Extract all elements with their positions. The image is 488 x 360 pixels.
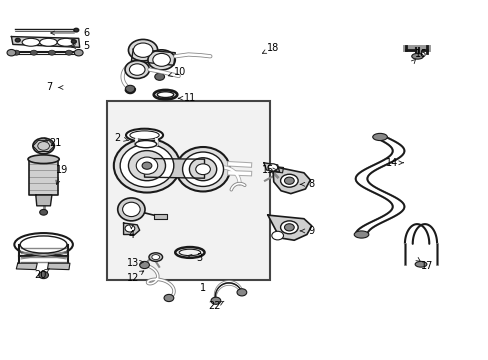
- Ellipse shape: [142, 162, 152, 169]
- Ellipse shape: [71, 40, 76, 43]
- Ellipse shape: [7, 49, 16, 56]
- Text: 6: 6: [83, 28, 89, 38]
- Text: 17: 17: [420, 261, 433, 271]
- Bar: [107, 101, 270, 280]
- Text: 19: 19: [56, 165, 68, 175]
- Ellipse shape: [155, 73, 164, 80]
- Text: 14: 14: [385, 158, 397, 168]
- Ellipse shape: [163, 294, 173, 302]
- Polygon shape: [16, 263, 37, 270]
- Ellipse shape: [57, 39, 75, 46]
- Polygon shape: [131, 49, 175, 65]
- Ellipse shape: [40, 39, 57, 46]
- Ellipse shape: [74, 49, 83, 56]
- Polygon shape: [144, 158, 204, 178]
- Text: 11: 11: [183, 93, 196, 103]
- Ellipse shape: [74, 50, 81, 55]
- Ellipse shape: [135, 140, 157, 148]
- Polygon shape: [154, 214, 167, 220]
- Ellipse shape: [125, 60, 149, 78]
- Ellipse shape: [182, 152, 223, 186]
- Ellipse shape: [189, 158, 216, 181]
- Text: 4: 4: [128, 230, 134, 239]
- Ellipse shape: [195, 164, 210, 175]
- Ellipse shape: [211, 297, 221, 304]
- Text: 18: 18: [266, 43, 278, 53]
- Ellipse shape: [13, 50, 20, 55]
- Ellipse shape: [30, 50, 37, 55]
- Ellipse shape: [114, 139, 180, 193]
- Ellipse shape: [284, 224, 294, 231]
- Text: 8: 8: [308, 179, 314, 189]
- Ellipse shape: [280, 174, 298, 187]
- Polygon shape: [123, 223, 140, 234]
- Ellipse shape: [372, 134, 386, 140]
- Polygon shape: [29, 159, 58, 195]
- Text: 21: 21: [49, 139, 61, 148]
- Text: 22: 22: [207, 301, 220, 311]
- Ellipse shape: [129, 64, 145, 75]
- Ellipse shape: [28, 155, 59, 163]
- Ellipse shape: [65, 50, 72, 55]
- Ellipse shape: [280, 221, 298, 234]
- Text: 12: 12: [127, 273, 139, 283]
- Polygon shape: [271, 166, 283, 173]
- Polygon shape: [264, 163, 279, 172]
- Text: 7: 7: [46, 82, 53, 93]
- Ellipse shape: [271, 231, 283, 240]
- Ellipse shape: [125, 225, 135, 232]
- Ellipse shape: [120, 144, 173, 187]
- Ellipse shape: [39, 271, 48, 279]
- Polygon shape: [11, 37, 80, 47]
- Ellipse shape: [176, 147, 229, 192]
- Ellipse shape: [414, 261, 426, 267]
- Ellipse shape: [125, 85, 135, 93]
- Text: 15: 15: [261, 165, 274, 175]
- Ellipse shape: [74, 28, 79, 32]
- Ellipse shape: [122, 202, 140, 217]
- Ellipse shape: [22, 39, 40, 46]
- Ellipse shape: [48, 50, 55, 55]
- Ellipse shape: [284, 177, 294, 184]
- Ellipse shape: [148, 50, 175, 70]
- Polygon shape: [267, 215, 311, 240]
- Ellipse shape: [40, 210, 47, 215]
- Ellipse shape: [136, 157, 158, 174]
- Ellipse shape: [133, 43, 153, 57]
- Ellipse shape: [118, 198, 145, 221]
- Text: 2: 2: [114, 133, 121, 143]
- Ellipse shape: [152, 255, 159, 260]
- Text: 9: 9: [308, 226, 314, 236]
- Ellipse shape: [15, 39, 20, 42]
- Ellipse shape: [33, 138, 54, 154]
- Polygon shape: [47, 263, 70, 270]
- Text: 10: 10: [174, 67, 186, 77]
- Text: 1: 1: [200, 283, 206, 293]
- Text: 16: 16: [414, 49, 426, 59]
- Ellipse shape: [411, 53, 423, 59]
- Polygon shape: [36, 195, 52, 206]
- Ellipse shape: [149, 253, 162, 261]
- Text: 3: 3: [196, 253, 203, 263]
- Polygon shape: [272, 166, 310, 194]
- Ellipse shape: [353, 231, 368, 238]
- Text: 5: 5: [83, 41, 89, 50]
- Ellipse shape: [237, 289, 246, 296]
- Ellipse shape: [128, 40, 158, 61]
- Ellipse shape: [126, 129, 163, 141]
- Ellipse shape: [153, 53, 170, 66]
- Ellipse shape: [128, 150, 165, 181]
- Ellipse shape: [140, 261, 149, 269]
- Text: 13: 13: [127, 258, 139, 268]
- Ellipse shape: [267, 164, 277, 171]
- Text: 20: 20: [35, 270, 47, 280]
